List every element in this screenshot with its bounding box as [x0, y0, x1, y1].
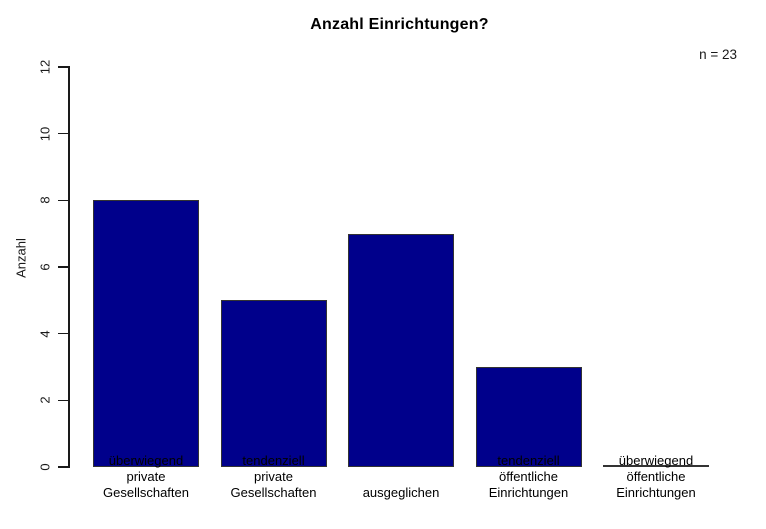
y-tick-label: 10 [37, 126, 53, 141]
y-tick-label: 4 [37, 330, 53, 338]
x-axis-category-label-line: überwiegend [108, 453, 184, 468]
y-tick-mark [58, 266, 68, 268]
x-axis-category-label-line: Einrichtungen [488, 485, 569, 500]
x-axis-category-label-line: Gesellschaften [230, 485, 317, 500]
x-axis-category-label: überwiegend öffentliche Einrichtungen [571, 449, 741, 501]
y-tick-label: 0 [37, 463, 53, 471]
x-axis-category-label-line: überwiegend [618, 453, 694, 468]
sample-size-annotation: n = 23 [699, 47, 737, 62]
y-tick-label: 12 [37, 59, 53, 75]
bar [220, 300, 327, 467]
y-tick-mark [58, 66, 68, 68]
chart-title: Anzahl Einrichtungen? [310, 16, 489, 33]
x-axis-category-label-line: tendenziell [497, 453, 560, 468]
x-axis-category-label-line: öffentliche [626, 469, 686, 484]
y-tick-label: 2 [37, 396, 53, 404]
x-axis-category-label: ausgeglichen [316, 449, 486, 501]
bar [475, 367, 582, 467]
y-axis-line [68, 66, 70, 468]
x-axis-category-label-line: Gesellschaften [103, 485, 189, 500]
x-axis-category-label-line: tendenziell [242, 453, 305, 468]
bar [93, 200, 199, 467]
x-axis-category-label: überwiegend private Gesellschaften [61, 449, 231, 501]
y-tick-label: 6 [37, 263, 53, 271]
x-axis-category-label-line: Einrichtungen [616, 485, 696, 500]
x-axis-category-label: tendenziell private Gesellschaften [189, 449, 359, 501]
x-axis-category-label: tendenziell öffentliche Einrichtungen [444, 449, 614, 501]
x-axis-category-label-line: private [126, 469, 166, 484]
x-axis-category-label-line: ausgeglichen [362, 485, 440, 500]
y-axis-label: Anzahl [13, 238, 29, 278]
y-tick-mark [58, 132, 68, 135]
y-tick-mark [58, 332, 68, 335]
bar [603, 465, 709, 467]
x-axis-category-label-line: öffentliche [498, 469, 559, 484]
x-axis-category-label-line: private [253, 469, 294, 484]
y-tick-label: 8 [37, 196, 53, 204]
y-tick-mark [58, 199, 68, 202]
y-tick-mark [58, 466, 68, 468]
bar [348, 233, 454, 467]
y-tick-mark [58, 399, 68, 402]
